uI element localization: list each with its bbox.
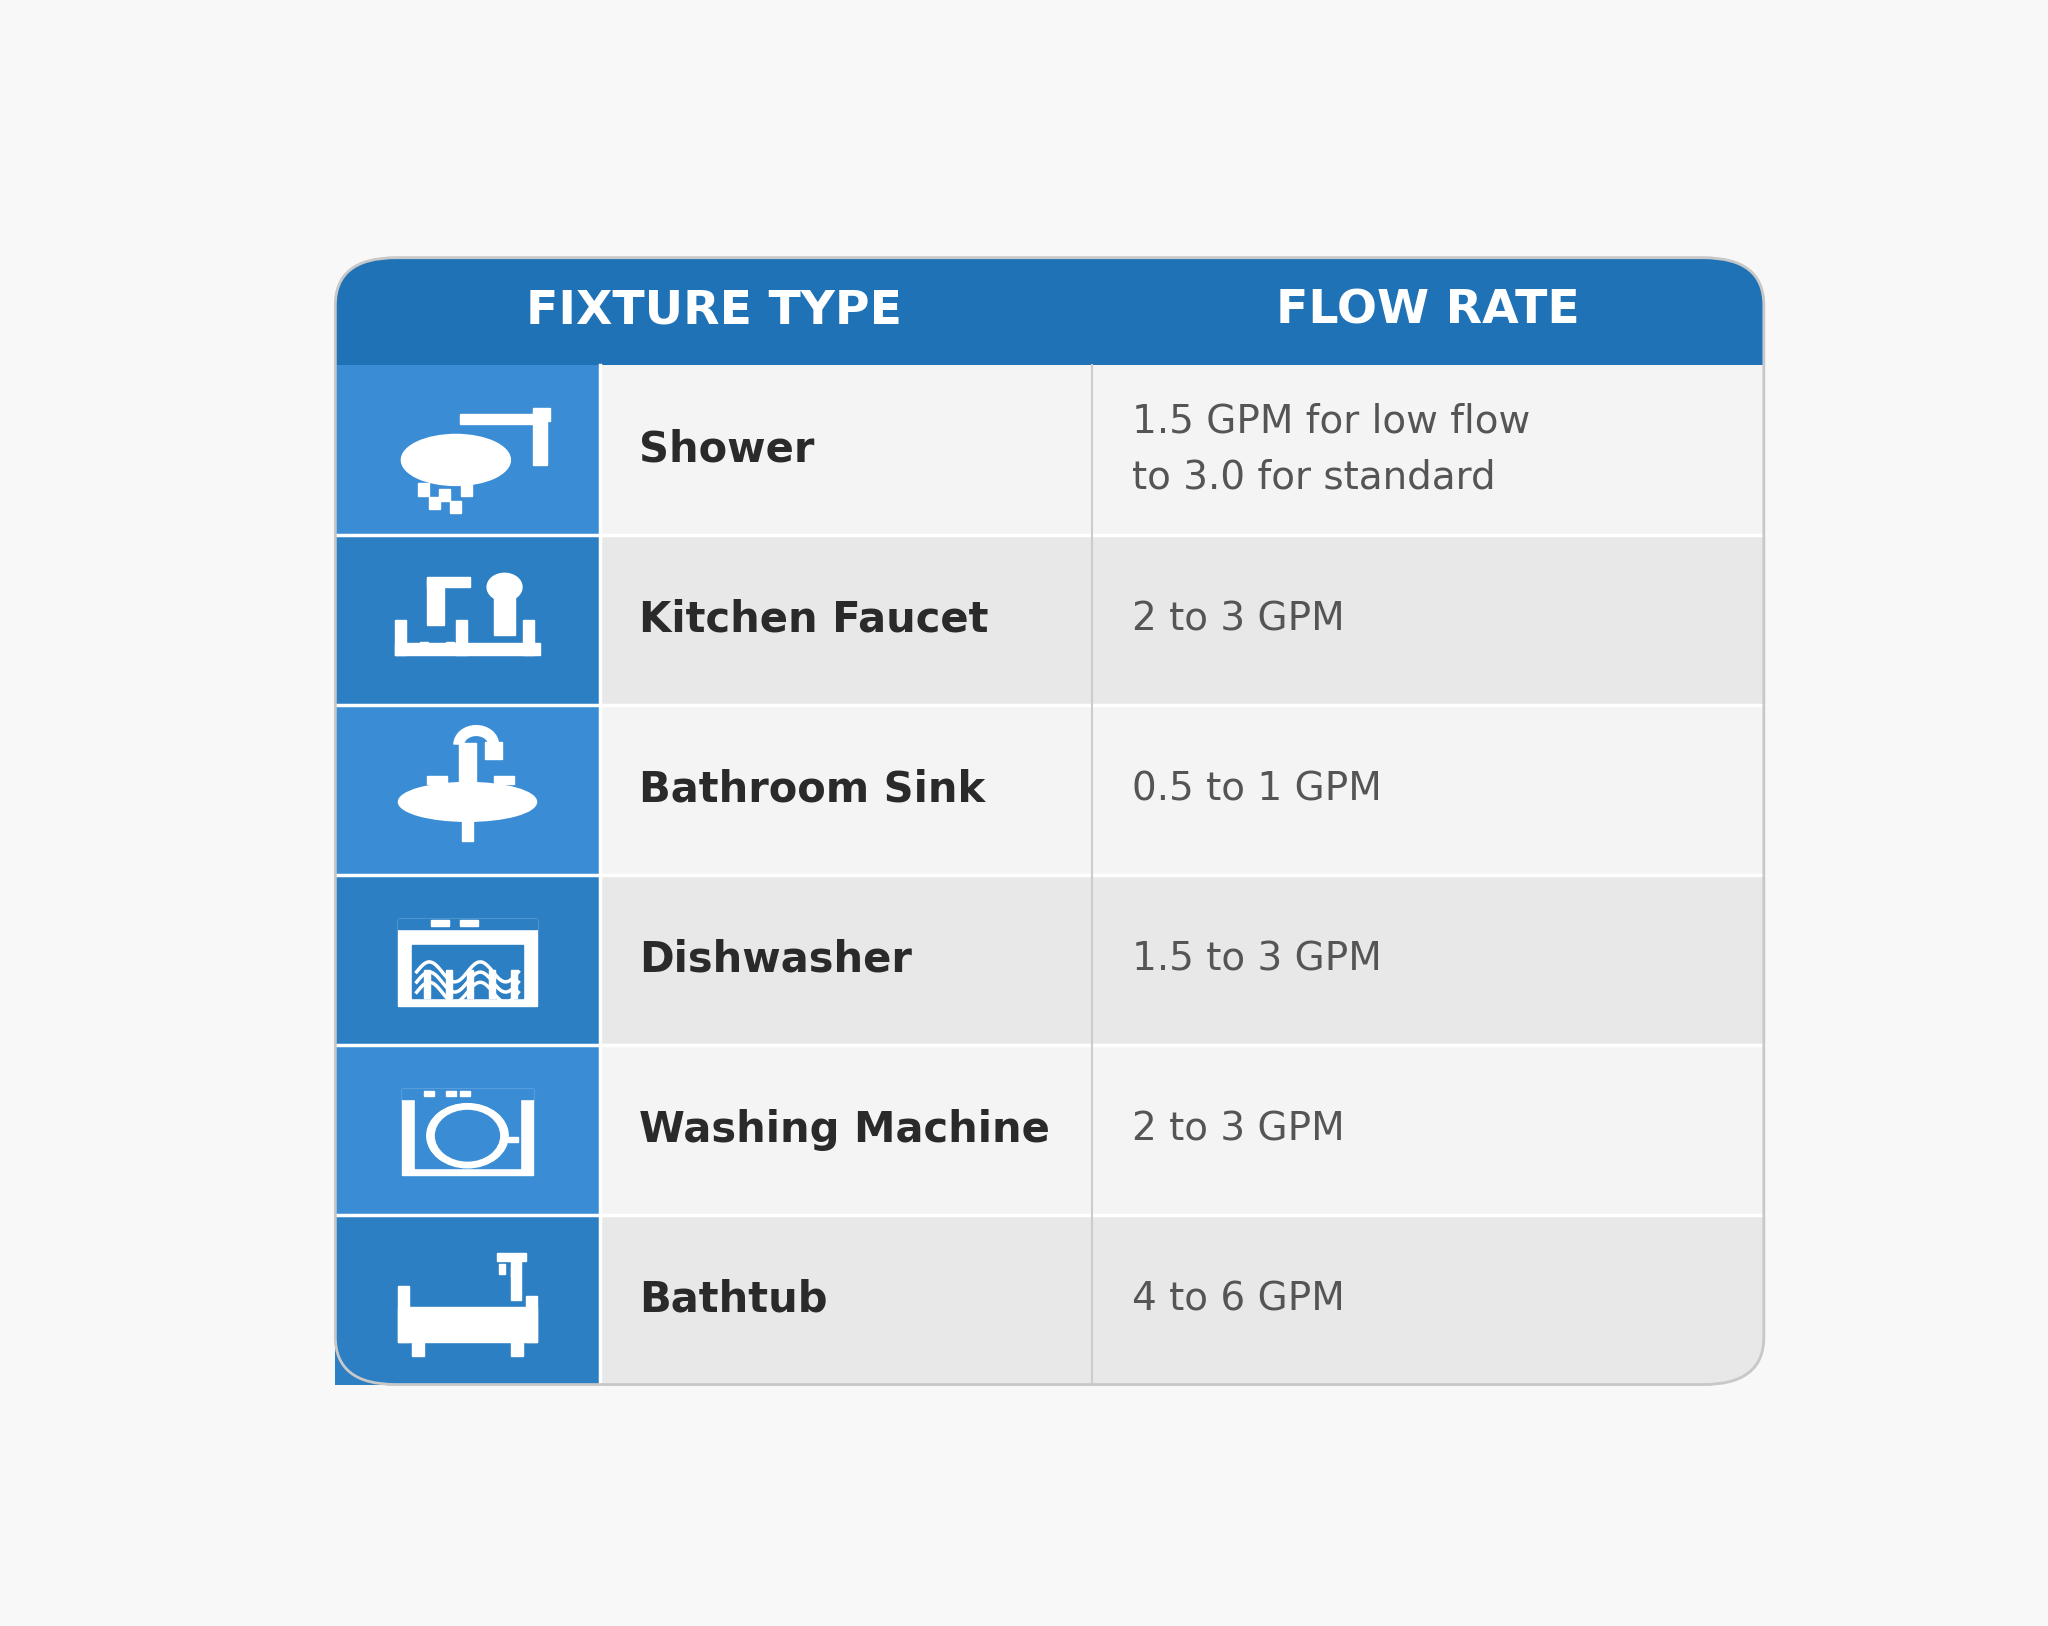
Bar (461, 920, 477, 925)
Bar (526, 1296, 537, 1343)
FancyBboxPatch shape (336, 259, 1763, 1385)
Bar (397, 1286, 410, 1343)
Bar (397, 919, 537, 928)
Bar (401, 1089, 532, 1176)
Bar (512, 1340, 522, 1356)
Bar (397, 1307, 537, 1343)
Circle shape (426, 1104, 508, 1167)
Bar (395, 644, 541, 655)
Bar (485, 741, 502, 759)
Text: 2 to 3 GPM: 2 to 3 GPM (1133, 600, 1346, 639)
Bar (449, 501, 461, 512)
Text: Dishwasher: Dishwasher (639, 938, 911, 980)
Bar (461, 800, 473, 841)
Bar (459, 743, 477, 782)
Bar (336, 1044, 600, 1215)
Bar (446, 1091, 457, 1096)
Bar (508, 1137, 518, 1141)
Bar (446, 642, 455, 649)
Bar (336, 306, 1763, 364)
Bar (420, 642, 428, 649)
Bar (461, 415, 541, 424)
Bar (500, 1263, 506, 1275)
Bar (446, 969, 451, 998)
FancyBboxPatch shape (336, 259, 600, 1385)
Bar (600, 1215, 1182, 1385)
Text: 0.5 to 1 GPM: 0.5 to 1 GPM (1133, 771, 1382, 808)
Bar (600, 704, 1763, 875)
Bar (336, 704, 600, 875)
Bar (461, 483, 473, 496)
Text: 1.5 to 3 GPM: 1.5 to 3 GPM (1133, 940, 1382, 979)
Bar (418, 483, 428, 496)
Bar (426, 577, 471, 587)
Bar (430, 496, 440, 509)
Bar (600, 1044, 1763, 1215)
Bar (440, 488, 451, 501)
Bar (494, 589, 516, 636)
Text: FLOW RATE: FLOW RATE (1276, 289, 1579, 333)
Bar (395, 620, 406, 655)
Bar (336, 875, 600, 1044)
Bar (432, 920, 449, 925)
Text: Washing Machine: Washing Machine (639, 1109, 1051, 1151)
Bar (467, 969, 473, 998)
Bar (461, 1091, 471, 1096)
Bar (512, 969, 516, 998)
FancyBboxPatch shape (600, 1215, 1763, 1385)
Text: Bathtub: Bathtub (639, 1278, 827, 1320)
Bar (457, 620, 467, 655)
Bar (336, 1215, 600, 1384)
Text: Kitchen Faucet: Kitchen Faucet (639, 598, 989, 641)
Bar (512, 1254, 522, 1299)
Bar (522, 620, 535, 655)
Bar (532, 420, 547, 465)
Bar (412, 945, 522, 998)
Text: 4 to 6 GPM: 4 to 6 GPM (1133, 1281, 1346, 1319)
Text: Bathroom Sink: Bathroom Sink (639, 769, 985, 811)
Bar (412, 1340, 424, 1356)
FancyBboxPatch shape (336, 259, 1763, 364)
Bar (426, 579, 444, 624)
Bar (336, 535, 600, 704)
Bar (401, 1089, 532, 1099)
Bar (397, 919, 537, 1005)
Bar (416, 1098, 520, 1169)
Bar (424, 969, 430, 998)
Bar (600, 364, 1763, 535)
Circle shape (487, 574, 522, 602)
Bar (532, 408, 551, 421)
Circle shape (436, 1111, 500, 1161)
Bar (512, 1267, 516, 1276)
Bar (489, 969, 496, 998)
Ellipse shape (401, 434, 510, 486)
Ellipse shape (399, 782, 537, 821)
Bar (600, 535, 1763, 704)
Bar (600, 1215, 1763, 1299)
Bar (426, 777, 446, 784)
Bar (336, 364, 600, 535)
Bar (496, 1252, 526, 1260)
Text: 1.5 GPM for low flow
to 3.0 for standard: 1.5 GPM for low flow to 3.0 for standard (1133, 403, 1530, 498)
Bar (494, 777, 514, 784)
Bar (600, 875, 1763, 1044)
Text: FIXTURE TYPE: FIXTURE TYPE (526, 289, 901, 333)
Bar (467, 259, 600, 1385)
Text: Shower: Shower (639, 429, 815, 472)
Bar (424, 1091, 434, 1096)
Text: 2 to 3 GPM: 2 to 3 GPM (1133, 1111, 1346, 1148)
